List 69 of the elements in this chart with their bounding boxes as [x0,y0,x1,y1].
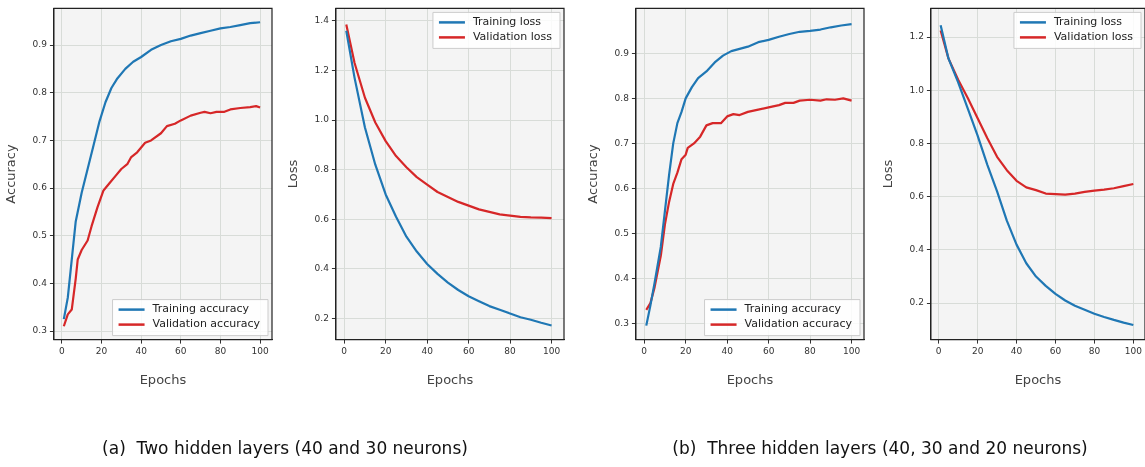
y-tick-label: 0.8 [614,92,630,103]
y-tick-label: 1.4 [314,15,330,26]
y-tick-label: 0.6 [909,191,925,202]
x-tick-label: 60 [1049,346,1062,357]
y-tick-label: 0.3 [32,325,47,336]
x-axis-title: Epochs [1014,371,1062,387]
y-tick-label: 0.9 [32,39,48,50]
y-tick-label: 0.8 [32,87,48,98]
x-axis-title: Epochs [139,371,187,387]
y-tick-label: 0.4 [614,272,630,283]
x-tick-label: 40 [135,346,148,357]
y-axis-title: Loss [880,159,896,189]
x-tick-label: 80 [214,346,227,357]
y-tick-label: 1.0 [909,84,925,95]
y-tick-label: 0.4 [909,244,925,255]
y-tick-label: 0.6 [32,182,48,193]
legend-label: Validation accuracy [744,317,853,331]
y-axis-title: Accuracy [3,144,19,204]
y-axis-title: Loss [285,159,301,189]
y-tick-label: 0.8 [314,164,330,174]
x-tick-label: 0 [641,346,648,357]
x-tick-label: 60 [762,346,775,357]
legend-label: Training loss [1052,15,1123,29]
text: (a) Two hidden layers (40 and 30 neurons) [102,438,468,458]
x-tick-label: 20 [379,346,392,357]
text: (b) Three hidden layers (40, 30 and 20 neurons) [672,438,1088,458]
y-tick-label: 0.2 [314,312,329,323]
y-tick-label: 0.2 [909,297,924,308]
x-axis-title: Epochs [426,371,474,387]
legend-label: Validation loss [472,30,553,44]
x-tick-label: 100 [251,346,269,357]
y-tick-label: 0.6 [314,213,330,224]
legend-label: Validation accuracy [152,317,261,331]
x-tick-label: 80 [504,346,517,357]
x-tick-label: 0 [58,346,65,357]
y-tick-label: 0.7 [32,134,47,145]
x-tick-label: 60 [175,346,187,357]
y-tick-label: 0.4 [32,277,48,288]
legend-label: Training accuracy [743,302,842,316]
x-tick-label: 20 [679,346,692,357]
y-tick-label: 0.5 [32,230,47,241]
legend-label: Training loss [471,15,542,29]
y-tick-label: 0.9 [614,47,630,58]
x-tick-label: 100 [842,346,861,357]
x-tick-label: 100 [1124,346,1143,357]
x-tick-label: 40 [721,346,734,357]
y-tick-label: 0.8 [909,137,925,148]
y-tick-label: 0.3 [614,317,629,328]
legend-label: Validation loss [1053,30,1134,44]
y-tick-label: 1.0 [314,114,330,125]
x-tick-label: 0 [935,346,942,357]
y-tick-label: 0.4 [314,263,330,274]
y-tick-label: 1.2 [314,64,329,75]
x-tick-label: 60 [462,346,475,357]
y-tick-label: 0.5 [614,227,629,238]
x-tick-label: 40 [1010,346,1023,357]
y-tick-label: 0.7 [614,137,629,148]
y-tick-label: 1.2 [909,31,924,42]
x-tick-label: 40 [421,346,434,357]
x-tick-label: 80 [804,346,817,357]
legend-label: Training accuracy [151,302,250,316]
x-tick-label: 0 [341,346,348,357]
x-tick-label: 100 [542,346,561,357]
x-axis-title: Epochs [726,371,774,387]
x-tick-label: 20 [971,346,984,357]
x-tick-label: 80 [1088,346,1101,357]
x-tick-label: 20 [95,346,108,357]
y-tick-label: 0.6 [614,182,630,193]
y-axis-title: Accuracy [585,144,601,204]
